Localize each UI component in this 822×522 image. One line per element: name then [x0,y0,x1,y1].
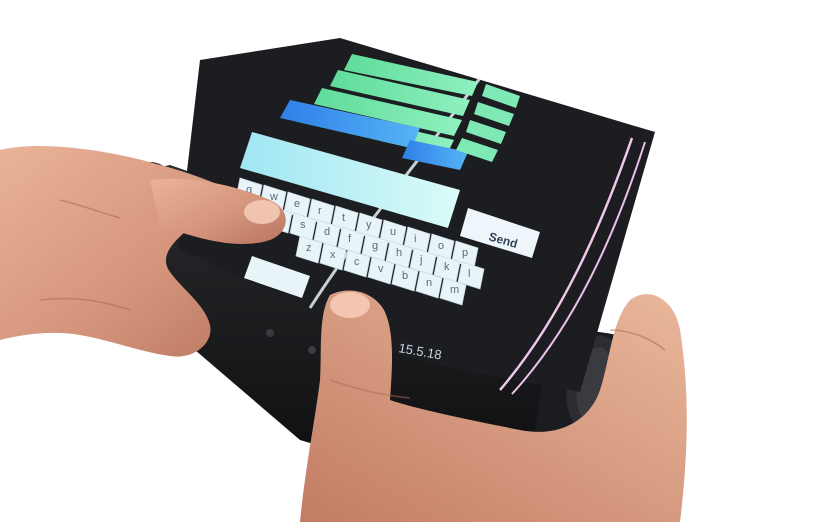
key-z[interactable]: z [295,235,323,264]
key-label: x [330,249,336,261]
list-item-3[interactable] [314,88,462,136]
key-l[interactable]: l [457,261,485,290]
key-label: p [462,247,468,259]
message-input[interactable] [240,132,460,228]
key-b[interactable]: b [391,263,419,292]
key-label: l [468,268,470,280]
right-hand [300,290,687,522]
key-label: b [402,270,408,282]
left-thumbnail [244,200,280,224]
date-text: 15.5.18 [397,340,442,362]
list-side-2[interactable] [474,102,514,126]
key-label: j [419,254,422,266]
key-label: q [246,184,252,196]
key-label: c [354,256,360,268]
key-label: h [396,247,402,259]
right-thumbnail [330,292,370,318]
key-x[interactable]: x [319,242,347,271]
key-label: o [438,240,444,252]
key-label: w [269,191,278,203]
list-item-5[interactable] [402,140,468,170]
key-label: y [366,219,372,231]
key-c[interactable]: c [343,249,371,278]
left-hand [0,145,286,357]
list-side-1[interactable] [482,84,520,108]
list-item-2[interactable] [330,70,470,116]
key-label: s [300,219,306,231]
key-label: n [426,277,432,289]
key-label: f [348,233,352,245]
list-side-4[interactable] [456,138,498,162]
screen-edge-highlight-2 [511,141,646,395]
screen-edge-highlight-1 [499,137,634,391]
key-v[interactable]: v [367,256,395,285]
list-item-selected[interactable] [280,100,420,148]
key-label: i [414,233,416,245]
space-key[interactable] [244,256,310,298]
key-label: r [318,205,322,217]
key-label: z [306,242,312,254]
key-label: e [294,198,300,210]
list-side-3[interactable] [466,120,506,144]
key-label: d [324,226,330,238]
key-label: v [378,263,384,275]
message-list [280,54,520,170]
key-n[interactable]: n [415,270,443,299]
key-label: t [342,212,345,224]
send-button[interactable]: Send [460,208,540,258]
key-label: g [372,240,378,252]
key-label: k [444,261,450,273]
key-label: m [450,284,459,296]
list-item-1[interactable] [344,54,478,96]
key-label: u [390,226,396,238]
key-m[interactable]: m [439,277,467,306]
